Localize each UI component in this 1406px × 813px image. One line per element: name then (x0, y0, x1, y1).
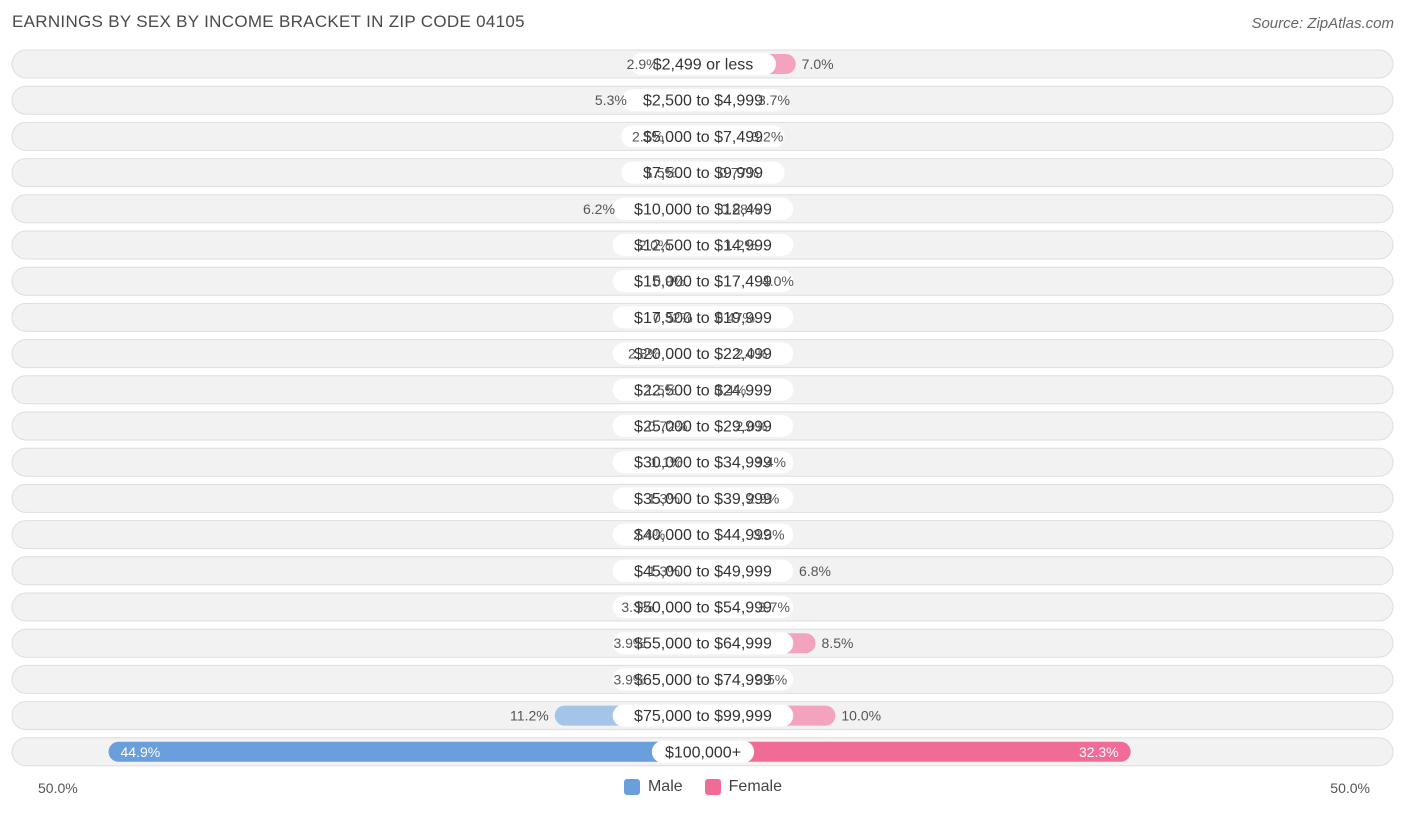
male-value-label: 2.0% (639, 237, 671, 253)
female-value-label: 3.2% (751, 128, 783, 144)
male-value-label: 2.4% (633, 527, 665, 543)
axis-right-label: 50.0% (1330, 780, 1370, 796)
female-value-label: 3.3% (753, 527, 785, 543)
male-value-label: 1.1% (651, 454, 683, 470)
category-label: $50,000 to $54,999 (634, 600, 772, 617)
category-label: $15,000 to $17,499 (634, 274, 772, 291)
category-label-bg (612, 523, 794, 546)
female-value-label: 3.7% (758, 92, 790, 108)
category-label-bg (612, 487, 794, 510)
female-bar[interactable] (703, 741, 1131, 762)
category-label-bg (612, 559, 794, 582)
male-value-label: 1.3% (648, 563, 680, 579)
male-value-label: 1.5% (645, 382, 677, 398)
category-label-bg (612, 197, 794, 220)
female-swatch-icon (704, 779, 721, 795)
legend-male-label: Male (647, 778, 683, 795)
female-value-label: 7.0% (802, 56, 834, 72)
legend-item-male[interactable]: Male (623, 778, 683, 796)
category-label-bg (630, 53, 776, 75)
category-label-bg (612, 270, 794, 293)
category-label: $17,500 to $19,999 (634, 310, 772, 327)
female-value-label: 3.7% (758, 599, 790, 615)
male-swatch-icon (623, 779, 640, 795)
male-value-label: 5.3% (595, 92, 627, 108)
category-label: $40,000 to $44,999 (634, 527, 772, 544)
male-value-label: 2.8% (628, 346, 660, 362)
male-value-label: 6.2% (583, 201, 615, 217)
male-value-label: 1.3% (648, 490, 680, 506)
female-value-label: 1.2% (725, 237, 757, 253)
axis-left-label: 50.0% (38, 780, 78, 796)
category-label: $100,000+ (665, 744, 741, 761)
female-value-label: 0.77% (719, 165, 759, 181)
male-value-label: 0.9% (653, 273, 685, 289)
female-value-label: 2.0% (735, 346, 767, 362)
female-value-label: 0.4% (714, 382, 746, 398)
female-value-label: 2.9% (747, 490, 779, 506)
category-label: $30,000 to $34,999 (634, 455, 772, 472)
male-value-label: 2.5% (632, 128, 664, 144)
female-value-label: 8.5% (822, 635, 854, 651)
category-label-bg (612, 234, 794, 256)
legend: Male Female (0, 778, 1406, 796)
category-label: $22,500 to $24,999 (634, 382, 772, 399)
category-label: $25,000 to $29,999 (634, 419, 772, 436)
category-label-bg (612, 306, 794, 329)
male-value-label: 3.9% (613, 671, 645, 687)
category-label: $12,500 to $14,999 (634, 238, 772, 255)
category-label: $2,499 or less (653, 57, 754, 74)
category-label: $20,000 to $22,499 (634, 346, 772, 363)
category-label-bg (621, 89, 785, 112)
category-label-bg (612, 632, 794, 655)
category-label-bg (612, 415, 794, 437)
category-label: $2,500 to $4,999 (643, 93, 763, 110)
male-value-label: 11.2% (510, 708, 549, 724)
category-label-bg (612, 668, 794, 691)
male-value-label: 1.5% (645, 165, 677, 181)
female-value-label: 2.0% (735, 418, 767, 434)
male-value-label: 2.9% (627, 56, 659, 72)
category-label-bg (612, 451, 794, 474)
male-bar[interactable] (108, 741, 704, 762)
legend-item-female[interactable]: Female (704, 778, 783, 796)
category-label-bg (621, 161, 785, 184)
category-label-bg (621, 125, 785, 148)
female-value-label: 4.0% (762, 273, 794, 289)
category-label-bg (612, 704, 794, 727)
male-value-label: 3.3% (621, 599, 653, 615)
category-label: $65,000 to $74,999 (634, 672, 772, 689)
female-value-label: 6.8% (799, 563, 831, 579)
category-label: $75,000 to $99,999 (634, 708, 772, 725)
female-value-label: 0.47% (715, 309, 755, 325)
category-label: $55,000 to $64,999 (634, 636, 772, 653)
source-label: Source: ZipAtlas.com (1251, 15, 1394, 32)
female-value-label: 10.0% (841, 708, 881, 724)
male-value-label: 0.72% (648, 418, 688, 434)
category-label-bg (612, 342, 794, 365)
category-label-bg (612, 596, 794, 618)
male-value-label: 44.9% (121, 744, 161, 760)
category-label: $10,000 to $12,499 (634, 201, 772, 218)
category-label: $45,000 to $49,999 (634, 563, 772, 580)
female-value-label: 3.5% (755, 671, 787, 687)
category-label: $35,000 to $39,999 (634, 491, 772, 508)
category-label-bg (651, 740, 755, 763)
female-value-label: 0.88% (721, 201, 761, 217)
female-value-label: 32.3% (1079, 744, 1119, 760)
male-value-label: 3.9% (613, 635, 645, 651)
category-label: $5,000 to $7,499 (643, 129, 763, 146)
category-label-bg (612, 378, 794, 401)
legend-female-label: Female (728, 778, 783, 795)
category-label: $7,500 to $9,999 (643, 165, 763, 182)
male-value-label: 0.32% (653, 309, 693, 325)
female-value-label: 3.4% (754, 454, 786, 470)
chart-title: EARNINGS BY SEX BY INCOME BRACKET IN ZIP… (12, 12, 525, 31)
